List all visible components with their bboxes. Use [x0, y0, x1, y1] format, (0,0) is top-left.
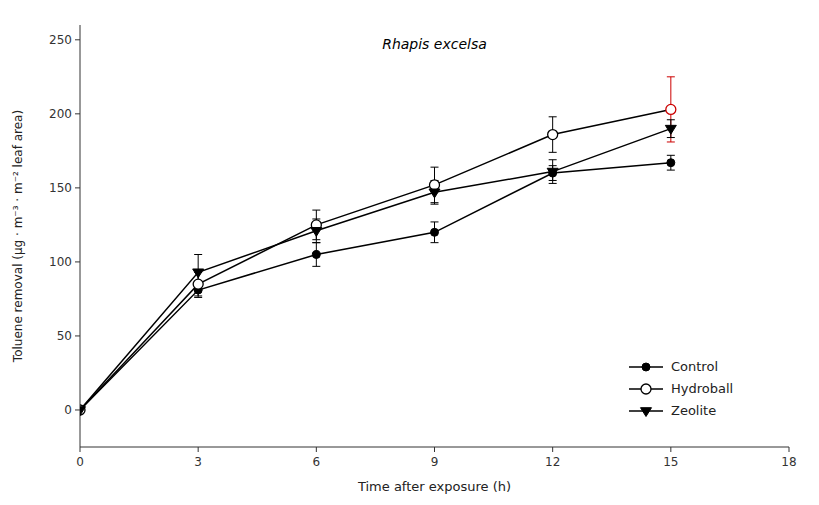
y-tick [75, 409, 80, 410]
y-axis-line [80, 25, 81, 447]
x-tick-label: 3 [194, 455, 202, 469]
point [193, 269, 204, 278]
series-line [80, 109, 671, 410]
error-bar [312, 243, 320, 267]
legend-marker [641, 384, 651, 394]
y-tick-label: 150 [49, 181, 72, 195]
y-tick [75, 113, 80, 114]
point [311, 228, 322, 237]
x-tick [552, 447, 553, 452]
point [667, 159, 675, 167]
legend-label: Control [671, 359, 718, 374]
x-tick [434, 447, 435, 452]
legend-label: Zeolite [671, 403, 716, 418]
y-tick [75, 335, 80, 336]
point [193, 279, 203, 289]
error-bar [667, 155, 675, 170]
point [431, 228, 439, 236]
point [312, 251, 320, 259]
y-tick-label: 0 [64, 403, 72, 417]
y-tick-label: 100 [49, 255, 72, 269]
series-line [80, 163, 671, 410]
error-bar [431, 222, 439, 243]
x-tick-label: 6 [313, 455, 321, 469]
point [666, 104, 676, 114]
legend-marker [641, 408, 652, 417]
x-tick-label: 15 [663, 455, 678, 469]
point [80, 405, 85, 415]
chart: 0 3 6 9 12 15 18 0 50 100 150 200 250 Time after expo… [0, 0, 819, 505]
point [665, 125, 676, 134]
point [548, 130, 558, 140]
error-bar [549, 117, 557, 153]
y-tick-label: 250 [49, 33, 72, 47]
x-tick-label: 9 [431, 455, 439, 469]
x-tick [198, 447, 199, 452]
axes: 0 3 6 9 12 15 18 0 50 100 150 200 250 [49, 25, 797, 469]
x-axis-label: Time after exposure (h) [357, 479, 511, 494]
y-tick-label: 200 [49, 107, 72, 121]
plot-area [80, 77, 676, 416]
point [430, 180, 440, 190]
x-tick-label: 12 [545, 455, 560, 469]
y-axis-label: Toluene removal (μg · m⁻³ · m⁻² leaf are… [11, 110, 25, 363]
y-tick-label: 50 [57, 329, 72, 343]
y-tick [75, 39, 80, 40]
point [80, 407, 86, 416]
legend-label: Hydroball [671, 381, 733, 396]
x-tick-label: 0 [76, 455, 84, 469]
annotation: Rhapis excelsa [382, 36, 487, 52]
series-line [80, 129, 671, 410]
x-tick [789, 447, 790, 452]
y-tick [75, 187, 80, 188]
legend: Control Hydroball Zeolite [629, 359, 733, 418]
x-tick [80, 447, 81, 452]
x-tick-label: 18 [781, 455, 796, 469]
point [547, 168, 558, 177]
y-tick [75, 261, 80, 262]
point [429, 189, 440, 198]
legend-marker [642, 363, 650, 371]
x-tick [316, 447, 317, 452]
x-tick [670, 447, 671, 452]
